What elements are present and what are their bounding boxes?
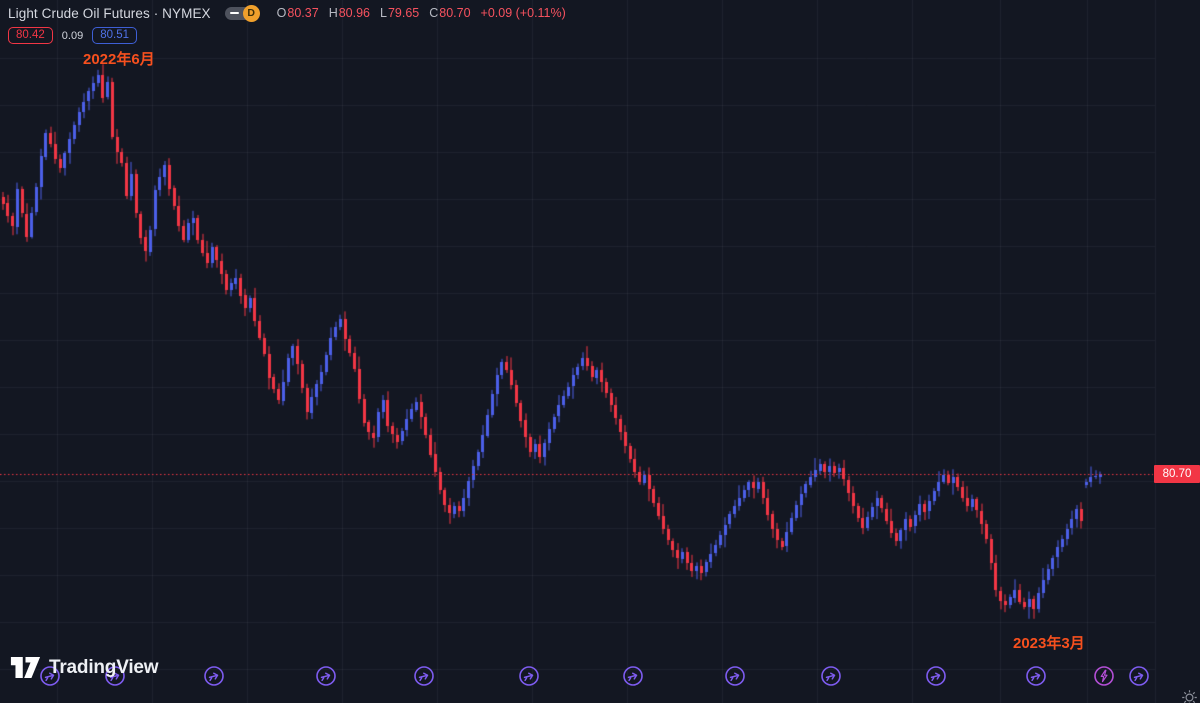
tradingview-logo-icon [10, 657, 41, 678]
calendar-event-arrow-icon[interactable] [724, 665, 746, 687]
calendar-event-arrow-icon[interactable] [820, 665, 842, 687]
open-value: O80.37 [276, 6, 319, 20]
last-price-label: 80.70 [1154, 465, 1200, 483]
bid-badge[interactable]: 80.42 [8, 27, 53, 44]
annotation-march-2023[interactable]: 2023年3月 [1013, 635, 1085, 652]
calendar-event-arrow-icon[interactable] [925, 665, 947, 687]
symbol-title[interactable]: Light Crude Oil Futures · NYMEX [8, 5, 211, 21]
ohlc-readout: O80.37 H80.96 L79.65 C80.70 +0.09 (+0.11… [277, 6, 566, 20]
low-value: L79.65 [380, 6, 420, 20]
chart-header: Light Crude Oil Futures · NYMEX D O80.37… [0, 0, 574, 48]
high-value: H80.96 [328, 6, 370, 20]
settings-gear-icon[interactable] [1181, 689, 1198, 703]
symbol-row: Light Crude Oil Futures · NYMEX D O80.37… [8, 4, 566, 22]
calendar-event-arrow-icon[interactable] [622, 665, 644, 687]
change-value: +0.09 (+0.11%) [480, 6, 566, 20]
calendar-event-arrow-icon[interactable] [413, 665, 435, 687]
annotation-june-2022[interactable]: 2022年6月 [83, 51, 155, 68]
bid-ask-row: 80.42 0.09 80.51 [8, 27, 566, 44]
ask-badge[interactable]: 80.51 [92, 27, 137, 44]
calendar-event-arrow-icon[interactable] [203, 665, 225, 687]
calendar-event-arrow-icon[interactable] [315, 665, 337, 687]
lightning-event-icon[interactable] [1093, 665, 1115, 687]
spread-value: 0.09 [61, 29, 84, 42]
calendar-event-arrow-icon[interactable] [39, 665, 61, 687]
tradingview-logo-text: TradingView [49, 656, 159, 678]
calendar-event-arrow-icon[interactable] [518, 665, 540, 687]
interval-badge: D [242, 4, 260, 22]
interval-toggle[interactable]: D [224, 4, 260, 22]
calendar-event-arrow-icon[interactable] [1025, 665, 1047, 687]
tradingview-logo[interactable]: TradingView [10, 655, 159, 680]
calendar-event-arrow-icon[interactable] [104, 665, 126, 687]
calendar-event-arrow-icon[interactable] [1128, 665, 1150, 687]
close-value: C80.70 [429, 6, 471, 20]
toggle-dash-icon [229, 11, 239, 15]
